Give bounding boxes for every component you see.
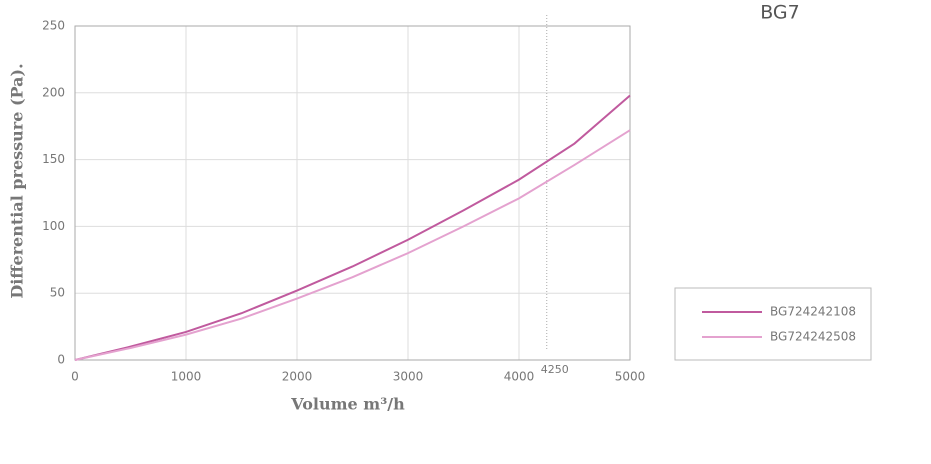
x-tick-label: 0 — [71, 370, 79, 384]
series-line — [74, 129, 631, 361]
y-tick-label: 150 — [42, 152, 65, 166]
plot-border — [74, 25, 631, 361]
x-tick-label: 3000 — [393, 370, 424, 384]
x-tick-label: 2000 — [282, 370, 313, 384]
legend-label: BG724242108 — [770, 305, 856, 319]
series-line — [74, 94, 631, 361]
y-tick-label: 0 — [57, 353, 65, 367]
x-tick-label: 4000 — [504, 370, 535, 384]
x-axis-label: Volume m³/h — [290, 395, 405, 414]
y-tick-label: 200 — [42, 85, 65, 99]
y-tick-label: 50 — [50, 286, 65, 300]
x-tick-label: 1000 — [171, 370, 202, 384]
y-tick-label: 250 — [42, 19, 65, 33]
reference-label: 4250 — [541, 363, 569, 376]
legend-label: BG724242508 — [770, 330, 856, 344]
y-axis-label: Differential pressure (Pa). — [8, 63, 27, 298]
chart-title: BG7 — [760, 2, 800, 24]
y-tick-label: 100 — [42, 219, 65, 233]
x-tick-label: 5000 — [615, 370, 646, 384]
legend-box — [674, 287, 872, 361]
